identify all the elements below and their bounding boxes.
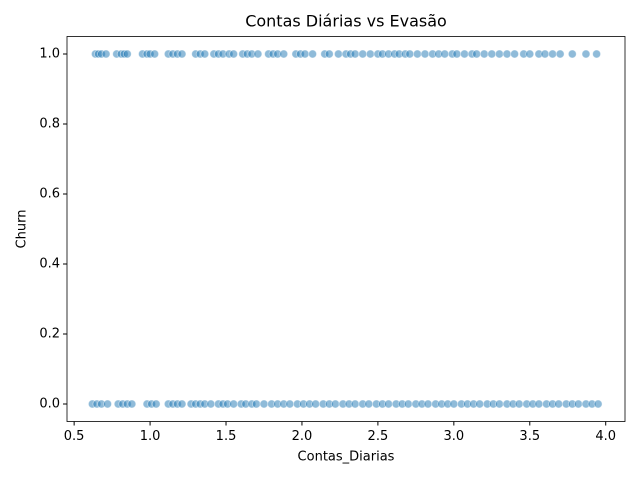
point [365, 49, 375, 59]
point [479, 49, 489, 59]
point [487, 49, 497, 59]
point [460, 49, 469, 59]
point [554, 399, 564, 409]
point [330, 399, 340, 409]
x-tick-label: 3.0 [443, 429, 464, 444]
point [101, 49, 111, 59]
point [472, 49, 482, 59]
point [103, 399, 112, 409]
point [285, 399, 295, 409]
point [253, 49, 263, 59]
point [567, 49, 577, 59]
point [581, 49, 591, 59]
plot-frame [66, 36, 626, 422]
point [494, 49, 504, 59]
point [384, 399, 393, 409]
x-tick-label: 0.5 [64, 429, 85, 444]
point [364, 399, 374, 409]
point [177, 399, 187, 409]
point [324, 49, 334, 59]
point [540, 49, 550, 59]
point [412, 49, 422, 59]
point [525, 49, 535, 59]
point [358, 49, 368, 59]
point [502, 49, 512, 59]
point [420, 49, 430, 59]
y-axis-label: Churn [15, 210, 30, 249]
point [555, 49, 565, 59]
point [206, 399, 216, 409]
point [127, 399, 137, 409]
point [593, 399, 603, 409]
point [177, 49, 187, 59]
point [350, 49, 360, 59]
point [229, 399, 239, 409]
point [514, 399, 524, 409]
point [403, 399, 413, 409]
point [350, 399, 360, 409]
point [308, 49, 317, 59]
point [259, 399, 269, 409]
point [150, 49, 160, 59]
point [423, 399, 433, 409]
x-tick-label: 2.0 [292, 429, 313, 444]
point [122, 49, 132, 59]
point [229, 49, 239, 59]
y-tick-label: 0.0 [39, 397, 60, 412]
point [548, 49, 557, 59]
y-tick-label: 0.6 [39, 187, 60, 202]
point [300, 49, 310, 59]
point [440, 49, 450, 59]
point [452, 49, 462, 59]
point [334, 49, 343, 59]
x-axis-label: Contas_Diarias [298, 450, 395, 465]
y-tick-label: 1.0 [39, 47, 60, 62]
point [251, 399, 261, 409]
point [475, 399, 485, 409]
x-tick-label: 1.5 [216, 429, 237, 444]
chart-title: Contas Diárias vs Evasão [245, 12, 447, 31]
x-tick-label: 3.5 [519, 429, 540, 444]
x-tick-label: 2.5 [368, 429, 389, 444]
x-tick-label: 4.0 [595, 429, 616, 444]
point [534, 399, 544, 409]
point [151, 399, 161, 409]
point [200, 49, 210, 59]
point [449, 399, 459, 409]
point [510, 49, 519, 59]
point [573, 399, 583, 409]
y-tick-label: 0.2 [39, 327, 60, 342]
point [311, 399, 321, 409]
point [405, 49, 415, 59]
point [592, 49, 601, 59]
y-tick-label: 0.4 [39, 257, 60, 272]
y-tick-label: 0.8 [39, 117, 60, 132]
x-tick-label: 1.0 [140, 429, 161, 444]
point [279, 49, 289, 59]
point [494, 399, 504, 409]
